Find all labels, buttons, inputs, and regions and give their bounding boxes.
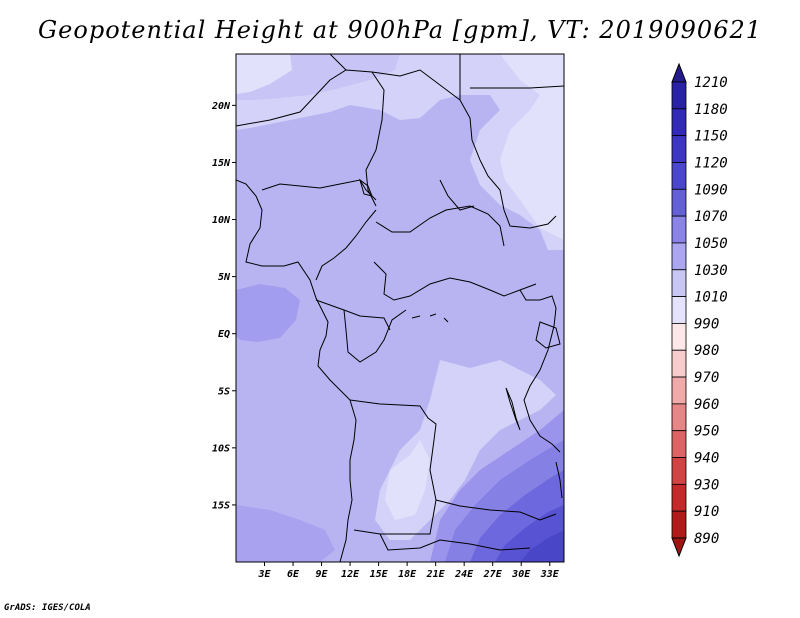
longitude-axis: 3E 6E 9E 12E 15E 18E 21E 24E 27E 30E 33E <box>257 562 560 580</box>
colorbar-label: 940 <box>694 451 719 467</box>
colorbar-top-tip <box>671 62 687 83</box>
border-sudan-west <box>439 159 557 229</box>
colorbar-label: 1050 <box>694 236 728 252</box>
colorbar-segment <box>671 483 687 512</box>
lon-tick-label: 6E <box>287 569 300 580</box>
colorbar-segment <box>671 242 687 271</box>
lake-west <box>411 313 449 323</box>
lat-tick-label: EQ <box>218 329 230 340</box>
chart-title: Geopotential Height at 900hPa [gpm], VT:… <box>38 16 762 44</box>
latitude-axis: 20N 15N 10N 5N EQ 5S 10S 15S <box>211 101 236 511</box>
lat-tick-label: 5S <box>218 386 230 397</box>
lat-tick-label: 5N <box>218 272 231 283</box>
country-borders <box>236 54 564 562</box>
colorbar-label: 990 <box>694 316 719 332</box>
colorbar-bottom-tip <box>671 537 687 558</box>
lat-tick-label: 10N <box>212 215 231 226</box>
map-frame <box>235 53 565 563</box>
colorbar-label: 910 <box>694 504 719 520</box>
grads-credit: GrADS: IGES/COLA <box>4 603 91 613</box>
border-niger-nigeria <box>261 179 377 201</box>
colorbar-segment <box>671 510 687 539</box>
colorbar-label: 1150 <box>694 129 728 145</box>
lon-tick-label: 3E <box>257 569 271 580</box>
border-chad-car <box>375 205 505 247</box>
colorbar-label: 980 <box>694 343 719 359</box>
colorbar-segment <box>671 188 687 217</box>
colorbar-label: 960 <box>694 397 719 413</box>
lake-chad <box>359 178 373 197</box>
colorbar-label: 1090 <box>694 182 728 198</box>
colorbar-segment <box>671 135 687 163</box>
colorbar-label: 1210 <box>694 75 728 91</box>
border-niger-chad <box>365 71 385 207</box>
field-south-lighter <box>385 440 430 520</box>
lon-tick-label: 12E <box>341 569 360 580</box>
colorbar-segment <box>671 323 687 351</box>
field-northwest-lighter <box>236 54 292 94</box>
lake-victoria <box>535 321 561 349</box>
colorbar-label: 1030 <box>694 263 728 279</box>
border-cameroon-gabon <box>315 299 391 331</box>
lon-tick-label: 18E <box>398 569 417 580</box>
field-north-light <box>236 54 564 250</box>
lat-tick-label: 15N <box>212 158 231 169</box>
field-northeast-lighter <box>500 54 564 240</box>
colorbar-segment <box>671 81 687 110</box>
lon-tick-label: 15E <box>370 569 389 580</box>
colorbar-label: 930 <box>694 477 719 493</box>
colorbar-segment <box>671 430 687 458</box>
colorbar-segment <box>671 108 687 137</box>
colorbar-segment <box>671 296 687 324</box>
lake-tanganyika <box>505 387 521 431</box>
colorbar-segment <box>671 215 687 244</box>
border-sudan-north <box>470 85 564 89</box>
colorbar: 1210 1180 1150 1120 1090 1070 1050 1030 1010 990 9… <box>671 62 728 558</box>
map-field <box>236 54 564 562</box>
border-car-south <box>373 261 537 301</box>
colorbar-label: 1070 <box>694 209 728 225</box>
colorbar-segment <box>671 269 687 297</box>
colorbar-label: 1120 <box>694 155 728 171</box>
colorbar-label: 1010 <box>694 290 728 306</box>
colorbar-label: 970 <box>694 370 719 386</box>
colorbar-segment <box>671 403 687 432</box>
border-congo <box>343 309 407 363</box>
colorbar-segment <box>671 457 687 485</box>
lake-malawi <box>555 461 563 499</box>
border-zambia <box>435 499 557 521</box>
field-southwest-patch <box>236 505 335 562</box>
lon-tick-label: 9E <box>316 569 329 580</box>
colorbar-segment <box>671 349 687 378</box>
colorbar-segment <box>671 376 687 405</box>
colorbar-segment <box>671 162 687 190</box>
field-west-patch <box>236 284 300 342</box>
lat-tick-label: 20N <box>211 101 231 112</box>
lon-tick-label: 21E <box>426 569 446 580</box>
lat-tick-label: 15S <box>212 500 230 511</box>
colorbar-label: 1180 <box>694 102 728 118</box>
coastline-west <box>236 179 357 562</box>
lon-tick-label: 24E <box>454 569 474 580</box>
border-south <box>379 533 531 551</box>
field-se-dark5 <box>520 530 564 562</box>
lat-tick-label: 10S <box>212 443 230 454</box>
lon-tick-label: 30E <box>511 569 531 580</box>
colorbar-label: 890 <box>694 531 719 547</box>
border-drc-angola <box>349 399 437 535</box>
border-east <box>519 289 561 453</box>
border-libya-chad <box>329 54 481 161</box>
lon-tick-label: 33E <box>540 569 560 580</box>
colorbar-label: 950 <box>694 424 719 440</box>
border-nigeria-cameroon <box>315 209 377 281</box>
lon-tick-label: 27E <box>483 569 503 580</box>
